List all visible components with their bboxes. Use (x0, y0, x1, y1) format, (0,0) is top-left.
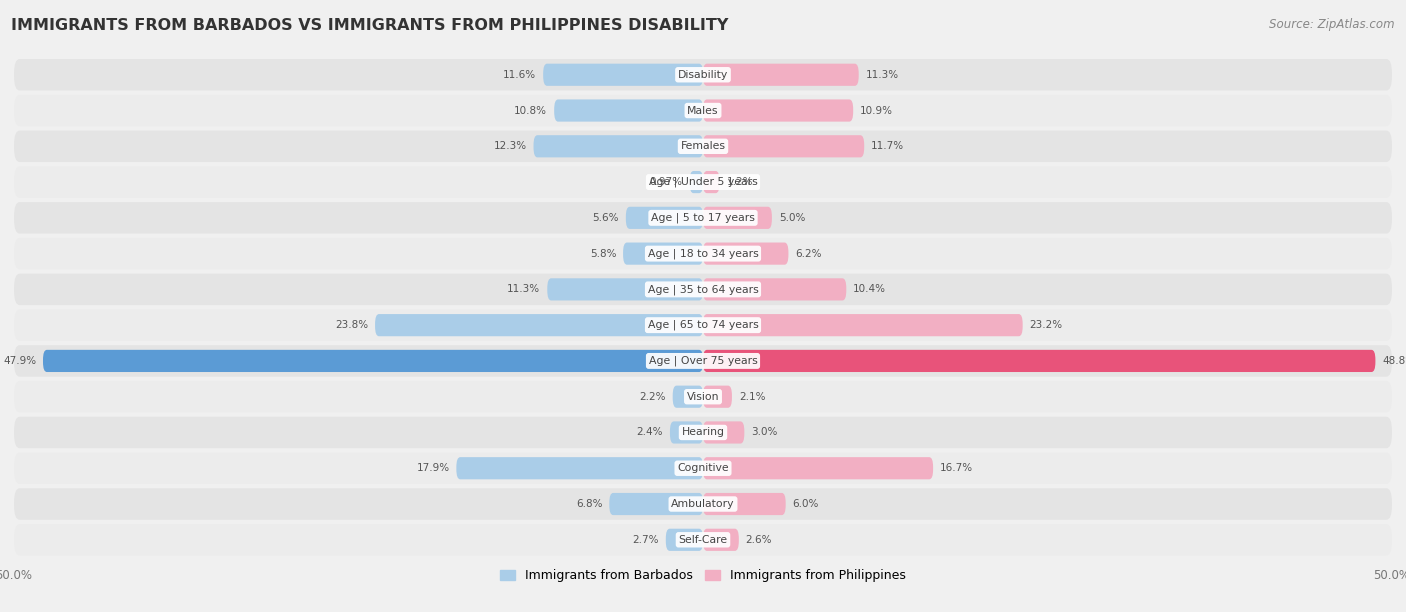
FancyBboxPatch shape (703, 422, 744, 444)
FancyBboxPatch shape (14, 130, 1392, 162)
FancyBboxPatch shape (703, 99, 853, 122)
FancyBboxPatch shape (703, 386, 733, 408)
FancyBboxPatch shape (626, 207, 703, 229)
Text: 48.8%: 48.8% (1382, 356, 1406, 366)
Text: Cognitive: Cognitive (678, 463, 728, 473)
FancyBboxPatch shape (703, 278, 846, 300)
Text: 47.9%: 47.9% (3, 356, 37, 366)
FancyBboxPatch shape (543, 64, 703, 86)
Text: 2.1%: 2.1% (738, 392, 765, 401)
Text: 17.9%: 17.9% (416, 463, 450, 473)
FancyBboxPatch shape (14, 452, 1392, 484)
FancyBboxPatch shape (14, 59, 1392, 91)
Text: 10.9%: 10.9% (860, 105, 893, 116)
FancyBboxPatch shape (457, 457, 703, 479)
Text: 11.3%: 11.3% (508, 285, 540, 294)
FancyBboxPatch shape (623, 242, 703, 265)
Text: Age | Under 5 years: Age | Under 5 years (648, 177, 758, 187)
Text: Ambulatory: Ambulatory (671, 499, 735, 509)
FancyBboxPatch shape (689, 171, 703, 193)
Legend: Immigrants from Barbados, Immigrants from Philippines: Immigrants from Barbados, Immigrants fro… (495, 564, 911, 588)
Text: 11.6%: 11.6% (503, 70, 536, 80)
Text: Age | 18 to 34 years: Age | 18 to 34 years (648, 248, 758, 259)
FancyBboxPatch shape (703, 529, 738, 551)
Text: Hearing: Hearing (682, 427, 724, 438)
FancyBboxPatch shape (609, 493, 703, 515)
Text: 10.8%: 10.8% (515, 105, 547, 116)
Text: 2.2%: 2.2% (640, 392, 666, 401)
Text: Age | 5 to 17 years: Age | 5 to 17 years (651, 212, 755, 223)
Text: Age | 35 to 64 years: Age | 35 to 64 years (648, 284, 758, 294)
Text: 5.0%: 5.0% (779, 213, 806, 223)
Text: 1.2%: 1.2% (727, 177, 754, 187)
FancyBboxPatch shape (666, 529, 703, 551)
FancyBboxPatch shape (703, 171, 720, 193)
Text: 2.6%: 2.6% (745, 535, 772, 545)
Text: 2.7%: 2.7% (633, 535, 659, 545)
FancyBboxPatch shape (703, 350, 1375, 372)
Text: 6.0%: 6.0% (793, 499, 818, 509)
Text: 5.6%: 5.6% (592, 213, 619, 223)
FancyBboxPatch shape (14, 166, 1392, 198)
Text: Vision: Vision (686, 392, 720, 401)
Text: 5.8%: 5.8% (589, 248, 616, 259)
Text: 23.8%: 23.8% (335, 320, 368, 330)
FancyBboxPatch shape (703, 457, 934, 479)
FancyBboxPatch shape (703, 135, 865, 157)
Text: 23.2%: 23.2% (1029, 320, 1063, 330)
FancyBboxPatch shape (533, 135, 703, 157)
Text: Age | 65 to 74 years: Age | 65 to 74 years (648, 320, 758, 330)
Text: Females: Females (681, 141, 725, 151)
Text: Males: Males (688, 105, 718, 116)
Text: 12.3%: 12.3% (494, 141, 527, 151)
Text: 10.4%: 10.4% (853, 285, 886, 294)
Text: 2.4%: 2.4% (637, 427, 664, 438)
FancyBboxPatch shape (672, 386, 703, 408)
Text: 16.7%: 16.7% (941, 463, 973, 473)
FancyBboxPatch shape (14, 202, 1392, 234)
Text: 0.97%: 0.97% (650, 177, 683, 187)
Text: 6.8%: 6.8% (576, 499, 602, 509)
Text: 11.3%: 11.3% (866, 70, 898, 80)
Text: Age | Over 75 years: Age | Over 75 years (648, 356, 758, 366)
Text: Self-Care: Self-Care (679, 535, 727, 545)
FancyBboxPatch shape (14, 95, 1392, 126)
FancyBboxPatch shape (14, 274, 1392, 305)
Text: Disability: Disability (678, 70, 728, 80)
FancyBboxPatch shape (14, 381, 1392, 412)
FancyBboxPatch shape (703, 493, 786, 515)
FancyBboxPatch shape (547, 278, 703, 300)
Text: IMMIGRANTS FROM BARBADOS VS IMMIGRANTS FROM PHILIPPINES DISABILITY: IMMIGRANTS FROM BARBADOS VS IMMIGRANTS F… (11, 18, 728, 34)
FancyBboxPatch shape (554, 99, 703, 122)
FancyBboxPatch shape (14, 488, 1392, 520)
FancyBboxPatch shape (703, 64, 859, 86)
FancyBboxPatch shape (14, 524, 1392, 556)
FancyBboxPatch shape (14, 310, 1392, 341)
FancyBboxPatch shape (14, 345, 1392, 376)
Text: 11.7%: 11.7% (872, 141, 904, 151)
FancyBboxPatch shape (703, 314, 1022, 336)
Text: 3.0%: 3.0% (751, 427, 778, 438)
Text: 6.2%: 6.2% (796, 248, 823, 259)
FancyBboxPatch shape (44, 350, 703, 372)
FancyBboxPatch shape (14, 238, 1392, 269)
FancyBboxPatch shape (375, 314, 703, 336)
FancyBboxPatch shape (703, 207, 772, 229)
Text: Source: ZipAtlas.com: Source: ZipAtlas.com (1270, 18, 1395, 31)
FancyBboxPatch shape (14, 417, 1392, 448)
FancyBboxPatch shape (703, 242, 789, 265)
FancyBboxPatch shape (669, 422, 703, 444)
